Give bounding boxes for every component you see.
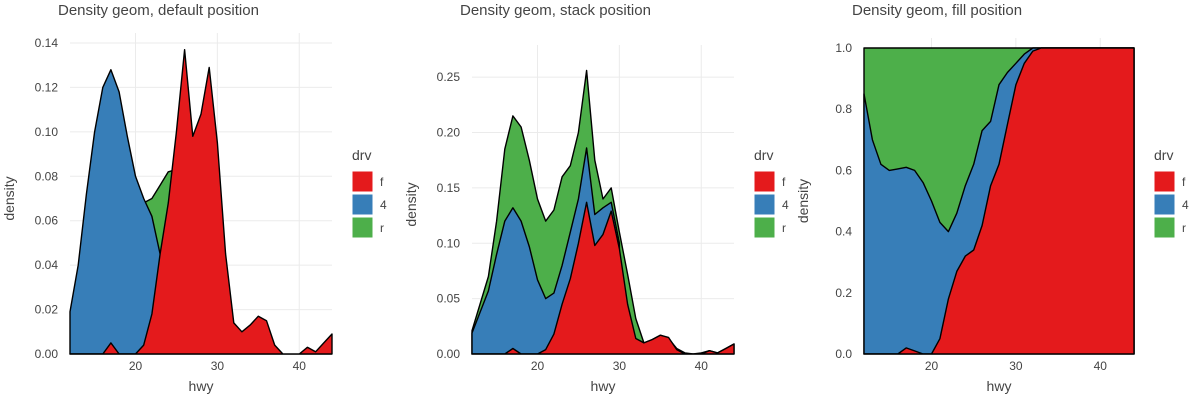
y-axis-title: density bbox=[795, 179, 811, 223]
series-area-f bbox=[69, 49, 333, 355]
y-tick-label: 0.10 bbox=[35, 125, 59, 139]
x-tick-label: 40 bbox=[293, 359, 307, 373]
y-tick-label: 0.05 bbox=[437, 292, 461, 306]
legend-label-4: 4 bbox=[1182, 198, 1189, 212]
legend-title: drv bbox=[352, 147, 371, 163]
legend-title: drv bbox=[754, 147, 773, 163]
legend-label-f: f bbox=[1182, 175, 1186, 189]
x-tick-label: 20 bbox=[925, 359, 939, 373]
legend-swatch-4 bbox=[1153, 193, 1176, 216]
series-area-f bbox=[471, 201, 735, 355]
x-tick-label: 30 bbox=[613, 359, 627, 373]
y-tick-label: 0.00 bbox=[437, 347, 461, 361]
legend-label-4: 4 bbox=[782, 198, 789, 212]
x-axis-title: hwy bbox=[987, 378, 1012, 394]
x-tick-label: 30 bbox=[211, 359, 225, 373]
y-tick-label: 0.06 bbox=[35, 214, 59, 228]
x-axis-title: hwy bbox=[189, 378, 214, 394]
legend-label-r: r bbox=[782, 221, 786, 235]
legend-swatch-f bbox=[1153, 170, 1176, 193]
y-tick-label: 0.8 bbox=[835, 102, 852, 116]
x-tick-label: 20 bbox=[129, 359, 143, 373]
chart-title: Density geom, default position bbox=[58, 2, 259, 19]
chart-panel-2: 0.00 0.05 0.10 0.15 0.20 0.25 20 30 40 Density ge… bbox=[403, 2, 789, 394]
x-tick-label: 30 bbox=[1009, 359, 1023, 373]
x-tick-label: 40 bbox=[1094, 359, 1108, 373]
legend-title: drv bbox=[1154, 147, 1173, 163]
chart-title: Density geom, stack position bbox=[460, 2, 651, 19]
y-tick-label: 0.04 bbox=[35, 258, 59, 272]
legend-swatch-f bbox=[351, 170, 374, 193]
y-tick-label: 0.12 bbox=[35, 80, 59, 94]
legend-swatch-r bbox=[1153, 216, 1176, 239]
legend-label-r: r bbox=[380, 221, 384, 235]
chart-panel-1: 0.00 0.02 0.04 0.06 0.08 0.10 0.12 0.14 20 30 40 De… bbox=[1, 2, 387, 394]
legend-swatch-4 bbox=[753, 193, 776, 216]
y-tick-label: 0.10 bbox=[437, 236, 461, 250]
x-tick-label: 40 bbox=[695, 359, 709, 373]
y-tick-label: 0.14 bbox=[35, 36, 59, 50]
legend-label-f: f bbox=[380, 175, 384, 189]
y-tick-label: 0.4 bbox=[835, 225, 852, 239]
legend-label-4: 4 bbox=[380, 198, 387, 212]
legend-label-r: r bbox=[1182, 221, 1186, 235]
y-tick-label: 0.02 bbox=[35, 303, 59, 317]
series-area-f bbox=[863, 47, 1135, 355]
legend-swatch-r bbox=[753, 216, 776, 239]
y-tick-label: 0.6 bbox=[835, 163, 852, 177]
y-tick-label: 0.0 bbox=[835, 347, 852, 361]
legend-swatch-4 bbox=[351, 193, 374, 216]
x-axis-title: hwy bbox=[591, 378, 616, 394]
chart-panel-3: 0.0 0.2 0.4 0.6 0.8 1.0 20 30 40 Density geom, fi… bbox=[795, 2, 1189, 394]
x-tick-label: 20 bbox=[531, 359, 545, 373]
y-tick-label: 0.25 bbox=[437, 70, 461, 84]
legend-label-f: f bbox=[782, 175, 786, 189]
y-tick-label: 1.0 bbox=[835, 41, 852, 55]
y-tick-label: 0.00 bbox=[35, 347, 59, 361]
y-tick-label: 0.20 bbox=[437, 126, 461, 140]
chart-title: Density geom, fill position bbox=[852, 2, 1022, 19]
legend-swatch-r bbox=[351, 216, 374, 239]
y-tick-label: 0.2 bbox=[835, 286, 852, 300]
y-tick-label: 0.15 bbox=[437, 181, 461, 195]
y-tick-label: 0.08 bbox=[35, 169, 59, 183]
y-axis-title: density bbox=[1, 176, 17, 220]
y-axis-title: density bbox=[403, 182, 419, 226]
legend-swatch-f bbox=[753, 170, 776, 193]
